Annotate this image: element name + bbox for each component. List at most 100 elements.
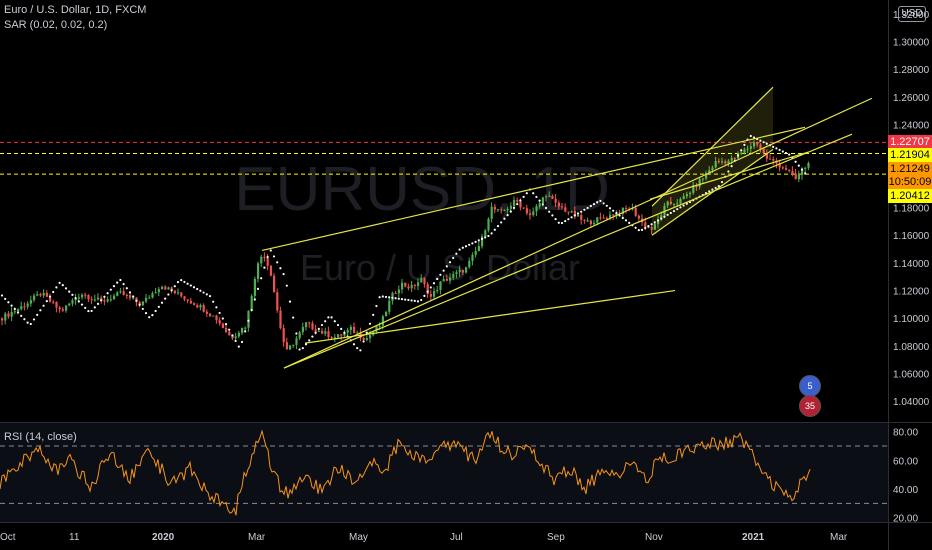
candle-body xyxy=(394,292,397,294)
candle-body xyxy=(7,313,10,317)
sar-dot xyxy=(532,192,535,195)
candle-body xyxy=(196,305,199,308)
candle-body xyxy=(461,269,464,273)
sar-dot xyxy=(778,148,781,152)
sar-dot xyxy=(298,348,301,351)
sar-dot xyxy=(212,300,215,303)
candle-body xyxy=(487,218,490,231)
candle-body xyxy=(609,214,612,219)
candle-body xyxy=(151,293,154,298)
candle-body xyxy=(596,217,599,223)
candle-body xyxy=(801,168,804,175)
candle-body xyxy=(733,158,736,160)
candle-body xyxy=(685,194,688,197)
trend-line xyxy=(261,126,806,252)
sar-dot xyxy=(90,309,93,313)
candle-body xyxy=(605,217,608,219)
sar-dot xyxy=(500,221,503,224)
sar-dot xyxy=(468,243,471,246)
price-tick-label: 1.18000 xyxy=(893,204,930,215)
sar-dot xyxy=(628,221,631,224)
candle-body xyxy=(711,167,714,171)
candle-body xyxy=(129,295,132,298)
sar-dot xyxy=(589,204,592,208)
sar-legend[interactable]: SAR (0.02, 0.02, 0.2) xyxy=(4,19,108,31)
candle-body xyxy=(570,210,573,213)
sar-dot xyxy=(765,142,768,145)
candle-body xyxy=(17,309,20,312)
sar-dot xyxy=(324,320,327,323)
rsi-legend[interactable]: RSI (14, close) xyxy=(4,431,77,443)
price-tick-label: 1.24000 xyxy=(893,121,930,132)
sar-dot xyxy=(128,291,132,294)
sar-dot xyxy=(452,256,455,260)
candle-body xyxy=(557,202,560,207)
sar-dot xyxy=(436,277,439,281)
eu-event-icon[interactable]: 5 xyxy=(799,375,821,397)
candle-body xyxy=(634,207,637,216)
sar-dot xyxy=(788,153,791,156)
price-tag: 1.21904 xyxy=(888,148,932,162)
sar-dot xyxy=(0,294,4,297)
sar-dot xyxy=(720,180,724,184)
sar-dot xyxy=(477,239,480,242)
sar-dot xyxy=(256,287,260,290)
sar-dot xyxy=(240,340,244,344)
candle-body xyxy=(762,148,765,154)
sar-dot xyxy=(125,287,128,290)
sar-dot xyxy=(87,309,90,313)
candle-body xyxy=(87,295,90,300)
sar-dots xyxy=(0,134,807,352)
price-tick-label: 1.08000 xyxy=(893,342,930,353)
candle-body xyxy=(209,313,212,317)
candle-body xyxy=(388,300,391,312)
candle-body xyxy=(301,327,304,333)
candle-body xyxy=(676,203,679,205)
us-event-icon[interactable]: 35 xyxy=(799,395,821,417)
sar-dot xyxy=(266,255,269,259)
sar-dot xyxy=(141,307,144,311)
sar-dot xyxy=(362,340,365,343)
candle-body xyxy=(781,167,784,169)
sar-dot xyxy=(16,311,20,314)
sar-dot xyxy=(336,323,340,327)
sar-dot xyxy=(154,309,157,313)
symbol-legend[interactable]: Euro / U.S. Dollar, 1D, FXCM xyxy=(4,4,147,16)
candle-body xyxy=(52,301,55,303)
price-tick-label: 1.26000 xyxy=(893,93,930,104)
candle-body xyxy=(193,303,196,306)
candle-body xyxy=(439,281,442,291)
sar-dot xyxy=(544,206,548,210)
candle-body xyxy=(746,148,749,150)
trend-line xyxy=(651,86,774,207)
price-tick-label: 1.04000 xyxy=(893,397,930,408)
currency-button[interactable]: USD xyxy=(898,6,926,22)
sar-dot xyxy=(221,317,224,320)
sar-dot xyxy=(180,279,183,282)
candle-body xyxy=(625,207,628,209)
sar-dot xyxy=(228,328,231,331)
candle-body xyxy=(289,345,292,350)
sar-dot xyxy=(560,221,564,225)
candle-body xyxy=(532,211,535,216)
sar-dot xyxy=(519,199,522,202)
sar-dot xyxy=(503,217,506,220)
candle-body xyxy=(465,267,468,273)
sar-dot xyxy=(189,284,192,287)
candle-body xyxy=(682,196,685,200)
sar-dot xyxy=(637,229,640,232)
candle-body xyxy=(561,206,564,208)
candle-body xyxy=(295,338,298,345)
candle-body xyxy=(743,149,746,153)
candle-body xyxy=(321,330,324,334)
candle-body xyxy=(397,289,400,294)
sar-dot xyxy=(20,314,23,317)
sar-dot xyxy=(397,297,400,300)
time-tick-label: Mar xyxy=(830,532,848,543)
candle-body xyxy=(615,212,618,216)
sar-dot xyxy=(276,261,279,264)
sar-dot xyxy=(400,298,404,301)
sar-dot xyxy=(29,322,32,326)
candle-body xyxy=(497,209,500,211)
